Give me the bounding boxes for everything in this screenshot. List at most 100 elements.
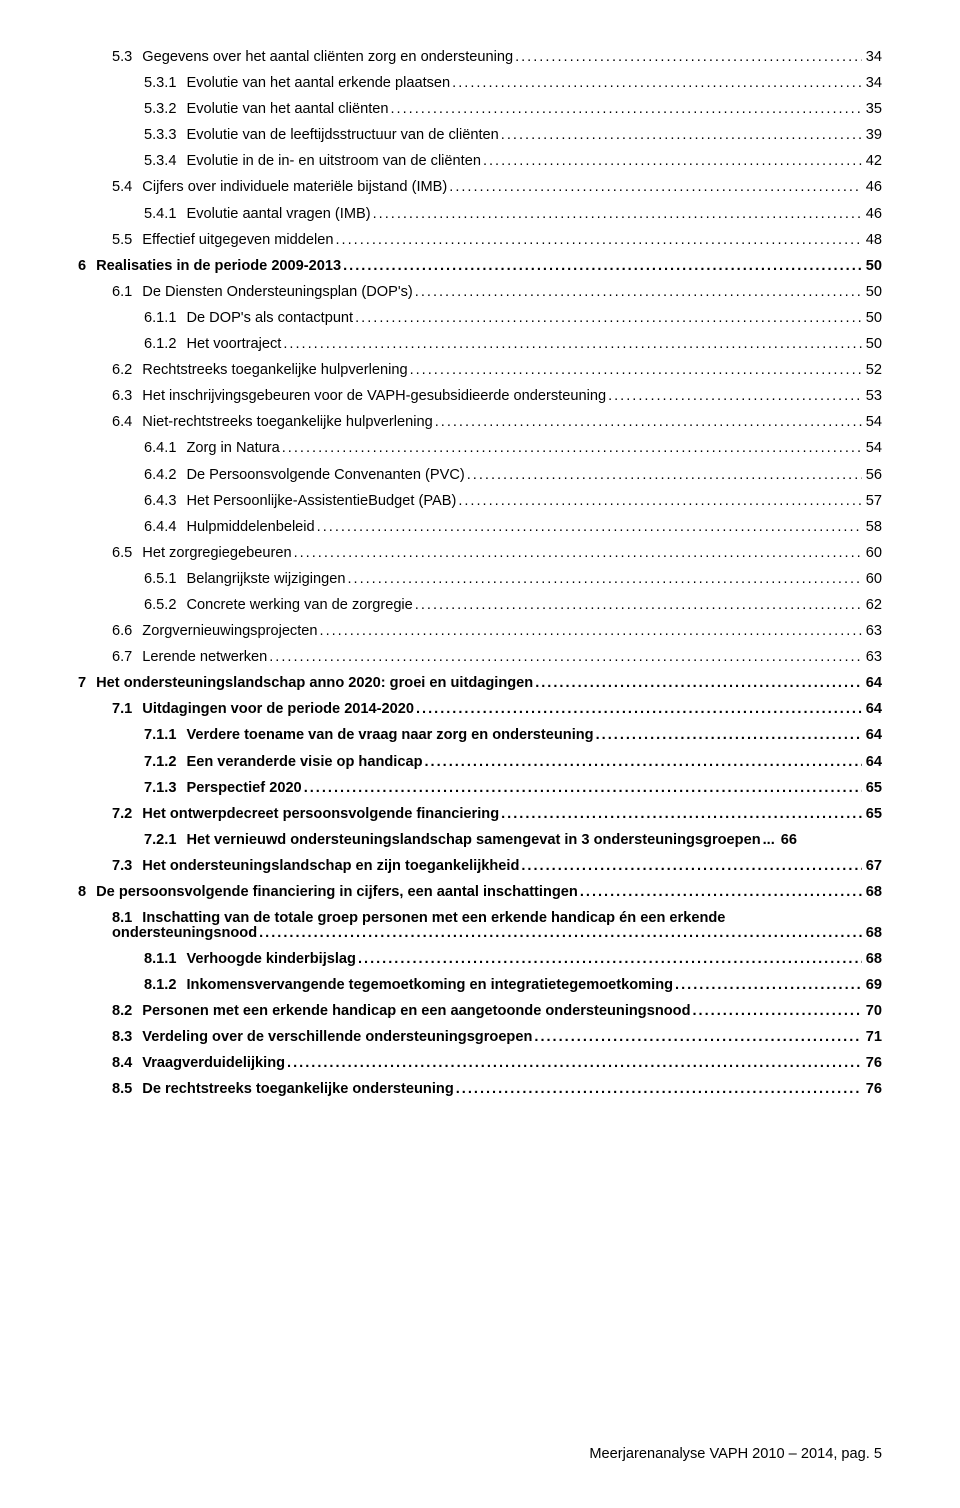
toc-page-number: 39 [862, 128, 882, 143]
toc-page-number: 54 [862, 415, 882, 430]
toc-page-number: 48 [862, 233, 882, 248]
toc-entry: 5.3.3Evolutie van de leeftijdsstructuur … [144, 128, 882, 143]
toc-leader [334, 233, 862, 248]
toc-entry: 8.5De rechtstreeks toegankelijke onderst… [112, 1082, 882, 1097]
toc-page-number: 58 [862, 520, 882, 535]
toc-number: 6.6 [112, 624, 142, 639]
toc-title: Realisaties in de periode 2009-2013 [96, 259, 341, 274]
toc-leader [690, 1004, 861, 1019]
toc-entry: 8.1Inschatting van de totale groep perso… [112, 911, 882, 940]
toc-number: 7.3 [112, 859, 142, 874]
toc-number: 6.5.1 [144, 572, 186, 587]
toc-leader [280, 441, 862, 456]
toc-leader [532, 1030, 861, 1045]
toc-number: 7 [78, 676, 96, 691]
toc-number: 6.1.2 [144, 337, 186, 352]
toc-number: 7.2.1 [144, 833, 186, 848]
toc-title: Evolutie van het aantal cliënten [186, 102, 388, 117]
toc-title: Perspectief 2020 [186, 781, 301, 796]
toc-entry: 6.2Rechtstreeks toegankelijke hulpverlen… [112, 363, 882, 378]
toc-entry: 5.3Gegevens over het aantal cliënten zor… [112, 50, 882, 65]
toc-title: Zorgvernieuwingsprojecten [142, 624, 317, 639]
toc-leader [513, 50, 862, 65]
toc-entry: 5.3.1Evolutie van het aantal erkende pla… [144, 76, 882, 91]
toc-title: Cijfers over individuele materiële bijst… [142, 180, 447, 195]
toc-page-number: 54 [862, 441, 882, 456]
toc-leader [499, 807, 862, 822]
toc-number: 5.3.1 [144, 76, 186, 91]
toc-page-number: 76 [862, 1056, 882, 1071]
toc-leader [594, 728, 862, 743]
toc-title: Het Persoonlijke-AssistentieBudget (PAB) [186, 494, 456, 509]
toc-page-number: 60 [862, 546, 882, 561]
toc-leader [606, 389, 862, 404]
toc-title: Inschatting van de totale groep personen… [142, 911, 725, 926]
toc-title: Personen met een erkende handicap en een… [142, 1004, 690, 1019]
toc-number: 8.2 [112, 1004, 142, 1019]
toc-leader [578, 885, 862, 900]
toc-entry: 6.4Niet-rechtstreeks toegankelijke hulpv… [112, 415, 882, 430]
toc-page-number: 50 [862, 259, 882, 274]
toc-page-number: 67 [862, 859, 882, 874]
toc-leader [371, 207, 862, 222]
toc-entry: 6.5.2Concrete werking van de zorgregie62 [144, 598, 882, 613]
toc-entry: 6.4.3Het Persoonlijke-AssistentieBudget … [144, 494, 882, 509]
toc-number: 8.1.2 [144, 978, 186, 993]
toc-page-number: 68 [862, 885, 882, 900]
toc-number: 6.4.1 [144, 441, 186, 456]
toc-page-number: 34 [862, 50, 882, 65]
toc-entry: 5.4Cijfers over individuele materiële bi… [112, 180, 882, 195]
toc-page-number: 64 [862, 755, 882, 770]
toc-entry: 6.7Lerende netwerken63 [112, 650, 882, 665]
toc-leader [533, 676, 862, 691]
toc-leader [433, 415, 862, 430]
page: 5.3Gegevens over het aantal cliënten zor… [0, 0, 960, 1508]
toc-title: Het inschrijvingsgebeuren voor de VAPH-g… [142, 389, 606, 404]
toc-page-number: 53 [862, 389, 882, 404]
toc-title: De Persoonsvolgende Convenanten (PVC) [186, 468, 464, 483]
toc-entry: 8.1.2Inkomensvervangende tegemoetkoming … [144, 978, 882, 993]
toc-entry: 8De persoonsvolgende financiering in cij… [78, 885, 882, 900]
toc-leader [281, 337, 861, 352]
toc-leader [413, 285, 862, 300]
toc-number: 8.1 [112, 911, 142, 926]
toc-number: 7.1.2 [144, 755, 186, 770]
toc-leader [456, 494, 861, 509]
toc-number: 6.5 [112, 546, 142, 561]
toc-entry: 6.6Zorgvernieuwingsprojecten 63 [112, 624, 882, 639]
toc-title: Het zorgregiegebeuren [142, 546, 291, 561]
toc-title: Een veranderde visie op handicap [186, 755, 422, 770]
toc-page-number: 63 [862, 624, 882, 639]
toc-title: Het ondersteuningslandschap en zijn toeg… [142, 859, 519, 874]
toc-leader [519, 859, 861, 874]
toc-title: Het ontwerpdecreet persoonsvolgende fina… [142, 807, 499, 822]
toc-page-number: 52 [862, 363, 882, 378]
toc-leader [345, 572, 861, 587]
toc-page-number: 34 [862, 76, 882, 91]
toc-title: Verdeling over de verschillende onderste… [142, 1030, 532, 1045]
toc-title: De persoonsvolgende financiering in cijf… [96, 885, 578, 900]
toc-title: Het voortraject [186, 337, 281, 352]
toc-title: Inkomensvervangende tegemoetkoming en in… [186, 978, 673, 993]
toc-number: 6.1.1 [144, 311, 186, 326]
toc-entry: 5.5Effectief uitgegeven middelen48 [112, 233, 882, 248]
toc-page-number: 50 [862, 285, 882, 300]
toc-leader [499, 128, 862, 143]
toc-number: 6.4 [112, 415, 142, 430]
toc-leader [414, 702, 862, 717]
toc-page-number: 42 [862, 154, 882, 169]
page-footer: Meerjarenanalyse VAPH 2010 – 2014, pag. … [589, 1446, 882, 1462]
toc-title: Het vernieuwd ondersteuningslandschap sa… [186, 833, 760, 848]
toc-title: Verhoogde kinderbijslag [186, 952, 356, 967]
toc-number: 6.7 [112, 650, 142, 665]
toc-page-number: 70 [862, 1004, 882, 1019]
toc-page-number: 46 [862, 207, 882, 222]
toc-title: Effectief uitgegeven middelen [142, 233, 333, 248]
toc-entry: 7.2Het ontwerpdecreet persoonsvolgende f… [112, 807, 882, 822]
toc-leader [389, 102, 862, 117]
toc-entry: 6Realisaties in de periode 2009-201350 [78, 259, 882, 274]
toc-leader: ... [761, 833, 777, 848]
toc-entry: 5.3.2Evolutie van het aantal cliënten35 [144, 102, 882, 117]
toc-title: ondersteuningsnood [112, 926, 257, 941]
toc-number: 5.4.1 [144, 207, 186, 222]
